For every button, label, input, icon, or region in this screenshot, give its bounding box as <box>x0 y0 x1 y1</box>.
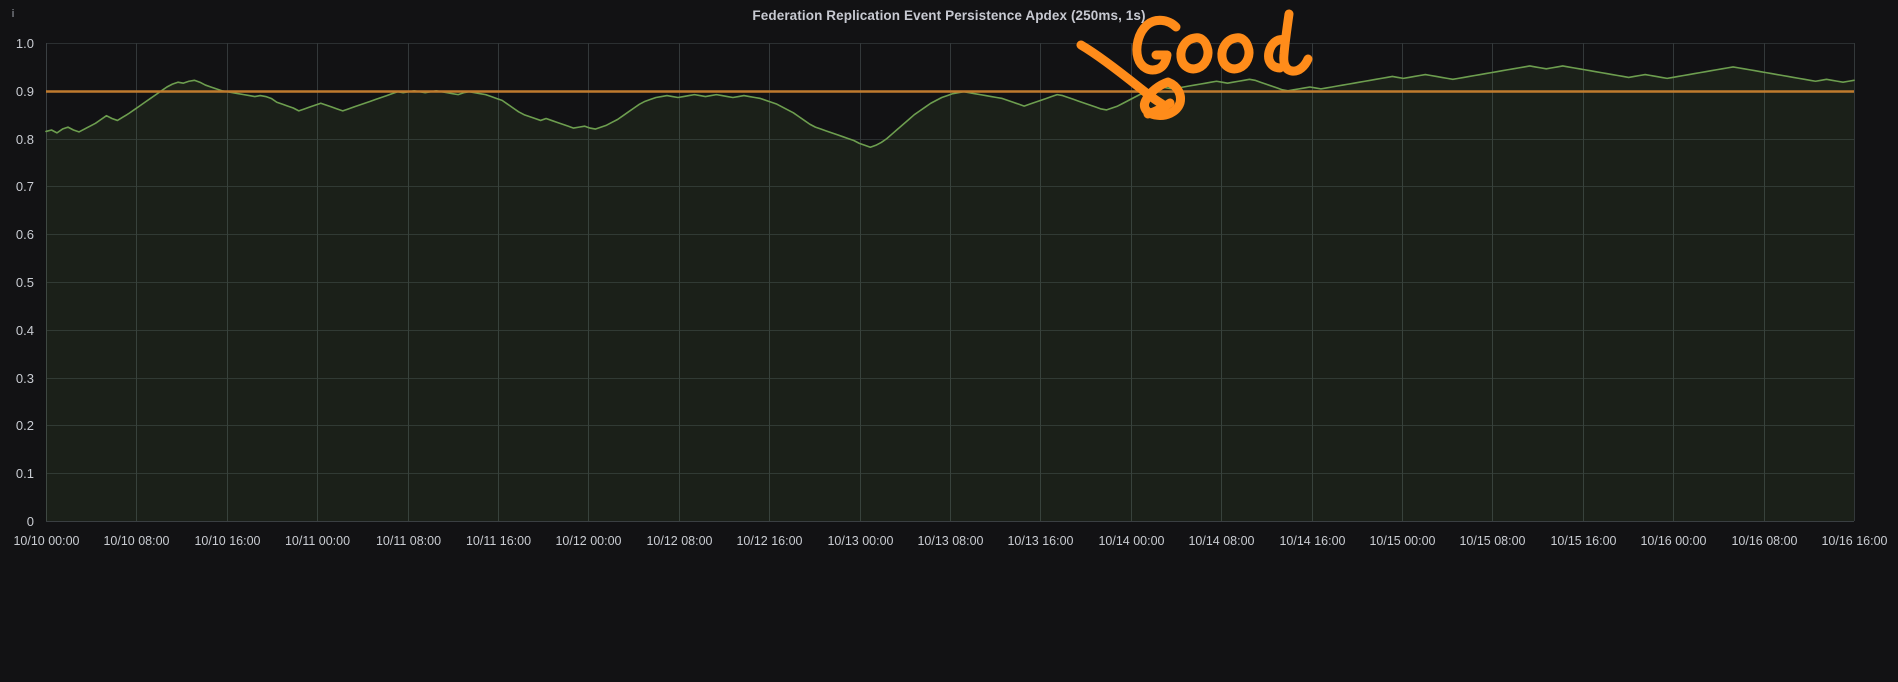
x-axis-tick-label: 10/14 00:00 <box>1098 534 1164 548</box>
x-axis-tick-label: 10/11 16:00 <box>466 534 531 548</box>
series-area-0 <box>46 65 1854 521</box>
x-axis-tick-label: 10/10 16:00 <box>194 534 260 548</box>
x-axis-tick-label: 10/16 00:00 <box>1640 534 1706 548</box>
x-axis-tick-label: 10/16 16:00 <box>1821 534 1887 548</box>
y-axis-tick-label: 0.4 <box>16 323 34 338</box>
x-axis-tick-label: 10/11 08:00 <box>376 534 441 548</box>
x-axis-tick-label: 10/12 08:00 <box>646 534 712 548</box>
y-axis-tick-label: 0.3 <box>16 371 34 386</box>
y-axis-tick-label: 0.5 <box>16 275 34 290</box>
x-axis-tick-label: 10/12 00:00 <box>555 534 621 548</box>
x-axis-tick-label: 10/11 00:00 <box>285 534 350 548</box>
y-axis-tick-label: 0.6 <box>16 227 34 242</box>
x-axis-tick-label: 10/14 16:00 <box>1279 534 1345 548</box>
x-axis-tick-label: 10/15 16:00 <box>1550 534 1616 548</box>
x-axis-tick-label: 10/12 16:00 <box>736 534 802 548</box>
series-line-0[interactable] <box>45 65 1855 148</box>
y-axis-tick-label: 0 <box>27 514 34 529</box>
x-axis-tick-label: 10/13 16:00 <box>1007 534 1073 548</box>
page-title: Federation Replication Event Persistence… <box>752 8 1146 23</box>
x-axis-tick-label: 10/15 00:00 <box>1369 534 1435 548</box>
x-axis-tick-label: 10/10 00:00 <box>13 534 79 548</box>
y-axis-tick-label: 0.7 <box>16 179 34 194</box>
x-axis-tick-label: 10/14 08:00 <box>1188 534 1254 548</box>
y-axis-tick-label: 1.0 <box>16 36 34 51</box>
x-axis-tick-label: 10/15 08:00 <box>1459 534 1525 548</box>
y-axis-tick-label: 0.9 <box>16 84 34 99</box>
x-axis-tick-label: 10/10 08:00 <box>103 534 169 548</box>
y-axis-tick-label: 0.1 <box>16 466 34 481</box>
y-axis-tick-label: 0.8 <box>16 132 34 147</box>
info-icon[interactable]: i <box>11 8 15 20</box>
x-axis-tick-label: 10/13 00:00 <box>827 534 893 548</box>
x-axis-tick-label: 10/13 08:00 <box>917 534 983 548</box>
x-axis-tick-label: 10/16 08:00 <box>1731 534 1797 548</box>
y-axis-tick-label: 0.2 <box>16 418 34 433</box>
